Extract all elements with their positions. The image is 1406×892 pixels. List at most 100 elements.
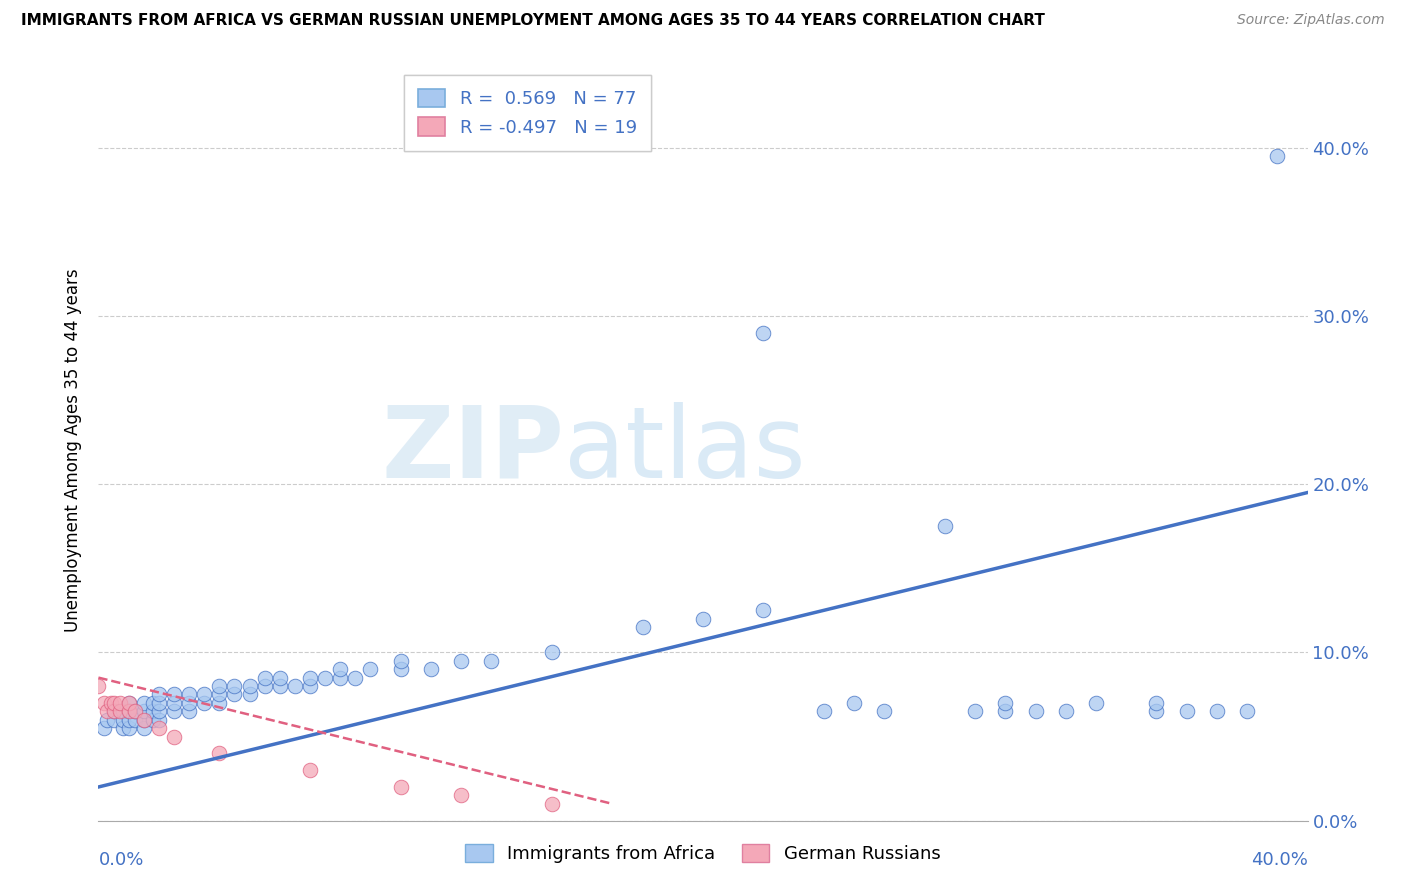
Immigrants from Africa — [752, 326, 775, 340]
Immigrants from Africa — [142, 713, 165, 727]
Immigrants from Africa — [208, 688, 231, 702]
Immigrants from Africa — [329, 662, 352, 676]
German Russians — [299, 763, 322, 777]
Immigrants from Africa — [239, 679, 262, 693]
Immigrants from Africa — [1175, 704, 1198, 718]
Immigrants from Africa — [1054, 704, 1077, 718]
Immigrants from Africa — [118, 721, 141, 735]
Immigrants from Africa — [142, 704, 165, 718]
Immigrants from Africa — [111, 704, 134, 718]
Immigrants from Africa — [163, 704, 186, 718]
Immigrants from Africa — [148, 704, 170, 718]
German Russians — [108, 696, 131, 710]
Immigrants from Africa — [360, 662, 382, 676]
Immigrants from Africa — [389, 654, 412, 668]
Immigrants from Africa — [93, 721, 115, 735]
Immigrants from Africa — [124, 713, 146, 727]
Immigrants from Africa — [540, 645, 562, 659]
Immigrants from Africa — [111, 721, 134, 735]
Immigrants from Africa — [193, 696, 215, 710]
Immigrants from Africa — [224, 679, 246, 693]
Immigrants from Africa — [344, 671, 367, 685]
Immigrants from Africa — [692, 612, 714, 626]
Text: 40.0%: 40.0% — [1251, 851, 1308, 869]
Text: atlas: atlas — [564, 402, 806, 499]
Immigrants from Africa — [179, 688, 201, 702]
German Russians — [87, 679, 110, 693]
Immigrants from Africa — [132, 713, 155, 727]
Immigrants from Africa — [163, 696, 186, 710]
German Russians — [108, 704, 131, 718]
Immigrants from Africa — [994, 696, 1017, 710]
Immigrants from Africa — [132, 704, 155, 718]
Immigrants from Africa — [96, 713, 118, 727]
German Russians — [540, 797, 562, 811]
German Russians — [103, 704, 125, 718]
Immigrants from Africa — [118, 713, 141, 727]
Immigrants from Africa — [1236, 704, 1258, 718]
Immigrants from Africa — [124, 704, 146, 718]
Immigrants from Africa — [813, 704, 835, 718]
German Russians — [96, 704, 118, 718]
Immigrants from Africa — [193, 688, 215, 702]
German Russians — [118, 696, 141, 710]
Immigrants from Africa — [329, 671, 352, 685]
Immigrants from Africa — [1024, 704, 1046, 718]
Immigrants from Africa — [179, 704, 201, 718]
Text: Source: ZipAtlas.com: Source: ZipAtlas.com — [1237, 13, 1385, 28]
Immigrants from Africa — [420, 662, 443, 676]
Immigrants from Africa — [253, 671, 276, 685]
German Russians — [118, 704, 141, 718]
Immigrants from Africa — [103, 704, 125, 718]
Immigrants from Africa — [111, 713, 134, 727]
Text: ZIP: ZIP — [381, 402, 564, 499]
Immigrants from Africa — [965, 704, 987, 718]
Text: IMMIGRANTS FROM AFRICA VS GERMAN RUSSIAN UNEMPLOYMENT AMONG AGES 35 TO 44 YEARS : IMMIGRANTS FROM AFRICA VS GERMAN RUSSIAN… — [21, 13, 1045, 29]
Immigrants from Africa — [299, 679, 322, 693]
Immigrants from Africa — [142, 696, 165, 710]
Immigrants from Africa — [163, 688, 186, 702]
German Russians — [389, 780, 412, 794]
Immigrants from Africa — [1085, 696, 1108, 710]
Immigrants from Africa — [752, 603, 775, 617]
Y-axis label: Unemployment Among Ages 35 to 44 years: Unemployment Among Ages 35 to 44 years — [63, 268, 82, 632]
Immigrants from Africa — [934, 519, 956, 533]
Immigrants from Africa — [269, 671, 291, 685]
Immigrants from Africa — [1144, 696, 1167, 710]
Immigrants from Africa — [118, 704, 141, 718]
German Russians — [208, 747, 231, 761]
Immigrants from Africa — [118, 696, 141, 710]
Immigrants from Africa — [450, 654, 472, 668]
German Russians — [148, 721, 170, 735]
Immigrants from Africa — [389, 662, 412, 676]
Immigrants from Africa — [631, 620, 654, 634]
German Russians — [132, 713, 155, 727]
Immigrants from Africa — [253, 679, 276, 693]
Immigrants from Africa — [1267, 149, 1289, 163]
Immigrants from Africa — [148, 713, 170, 727]
Immigrants from Africa — [132, 721, 155, 735]
Immigrants from Africa — [284, 679, 307, 693]
Immigrants from Africa — [224, 688, 246, 702]
German Russians — [93, 696, 115, 710]
Immigrants from Africa — [873, 704, 896, 718]
German Russians — [124, 704, 146, 718]
German Russians — [163, 730, 186, 744]
Immigrants from Africa — [208, 679, 231, 693]
Immigrants from Africa — [132, 696, 155, 710]
German Russians — [100, 696, 122, 710]
Immigrants from Africa — [239, 688, 262, 702]
Immigrants from Africa — [299, 671, 322, 685]
Immigrants from Africa — [269, 679, 291, 693]
Immigrants from Africa — [481, 654, 503, 668]
Text: 0.0%: 0.0% — [98, 851, 143, 869]
Immigrants from Africa — [148, 696, 170, 710]
Immigrants from Africa — [1144, 704, 1167, 718]
Immigrants from Africa — [103, 713, 125, 727]
Immigrants from Africa — [1206, 704, 1229, 718]
Immigrants from Africa — [208, 696, 231, 710]
Immigrants from Africa — [314, 671, 336, 685]
Legend: R =  0.569   N = 77, R = -0.497   N = 19: R = 0.569 N = 77, R = -0.497 N = 19 — [404, 75, 651, 151]
German Russians — [450, 789, 472, 803]
Immigrants from Africa — [994, 704, 1017, 718]
